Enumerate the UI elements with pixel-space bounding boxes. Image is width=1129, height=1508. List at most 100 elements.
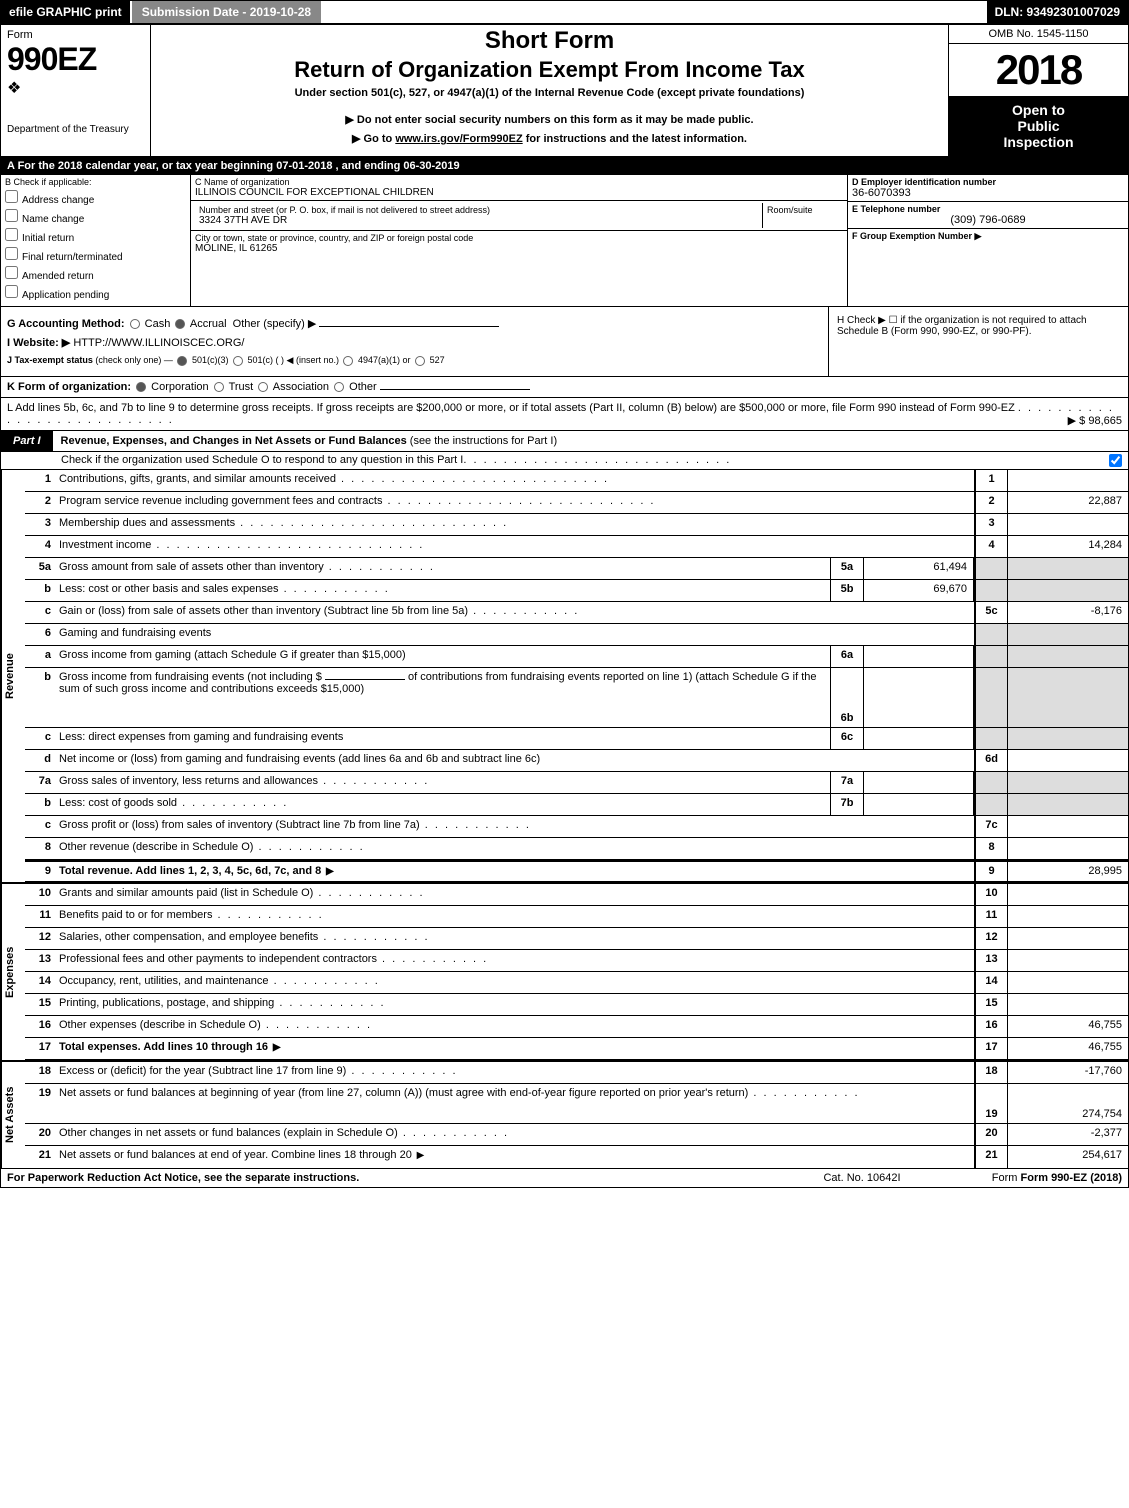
line-15: 15 Printing, publications, postage, and … xyxy=(25,994,1128,1016)
checkbox-icon[interactable] xyxy=(5,247,18,260)
line-desc: Total revenue. Add lines 1, 2, 3, 4, 5c,… xyxy=(55,862,974,881)
line-rnum-shade xyxy=(974,794,1008,815)
line-desc: Benefits paid to or for members xyxy=(55,906,974,927)
a-mid: , and ending xyxy=(332,160,403,172)
line-rval: -2,377 xyxy=(1008,1124,1128,1145)
telephone-label: E Telephone number xyxy=(852,204,1124,214)
line-desc: Grants and similar amounts paid (list in… xyxy=(55,884,974,905)
g-other-input[interactable] xyxy=(319,326,499,327)
radio-icon[interactable] xyxy=(136,382,146,392)
line-rval-shade xyxy=(1008,772,1128,793)
line-desc: Gross income from fundraising events (no… xyxy=(55,668,830,727)
line-num: 2 xyxy=(25,492,55,513)
line-rnum: 18 xyxy=(974,1062,1008,1083)
radio-icon[interactable] xyxy=(177,356,187,366)
line-rval xyxy=(1008,906,1128,927)
g-accrual: Accrual xyxy=(190,318,227,330)
line-rval-shade xyxy=(1008,794,1128,815)
checkbox-icon[interactable] xyxy=(5,209,18,222)
line-rnum: 20 xyxy=(974,1124,1008,1145)
line-rval-shade xyxy=(1008,668,1128,727)
k-other-input[interactable] xyxy=(380,389,530,390)
irs-link[interactable]: www.irs.gov/Form990EZ xyxy=(395,133,522,145)
part1-check-line: Check if the organization used Schedule … xyxy=(1,452,1128,470)
cb-amended-return[interactable]: Amended return xyxy=(5,266,186,282)
radio-icon[interactable] xyxy=(233,356,243,366)
cb-initial-return[interactable]: Initial return xyxy=(5,228,186,244)
part1-check-text: Check if the organization used Schedule … xyxy=(61,454,463,467)
line-desc: Contributions, gifts, grants, and simila… xyxy=(55,470,974,491)
line-desc: Gross sales of inventory, less returns a… xyxy=(55,772,830,793)
line-num: 11 xyxy=(25,906,55,927)
telephone-value: (309) 796-0689 xyxy=(852,214,1124,226)
netassets-rows: 18 Excess or (deficit) for the year (Sub… xyxy=(25,1062,1128,1168)
ein-label: D Employer identification number xyxy=(852,177,1124,187)
g-label: G Accounting Method: xyxy=(7,318,125,330)
radio-icon[interactable] xyxy=(415,356,425,366)
line-rval-shade xyxy=(1008,580,1128,601)
de-column: D Employer identification number 36-6070… xyxy=(848,175,1128,306)
tax-year: 2018 xyxy=(949,44,1128,96)
expenses-section: Expenses 10 Grants and similar amounts p… xyxy=(1,882,1128,1060)
radio-icon[interactable] xyxy=(214,382,224,392)
h-text: H Check ▶ ☐ if the organization is not r… xyxy=(837,315,1087,337)
line-desc: Less: direct expenses from gaming and fu… xyxy=(55,728,830,749)
topbar-spacer xyxy=(321,1,986,23)
inner-num: 7a xyxy=(830,772,864,793)
i-website: I Website: ▶ HTTP://WWW.ILLINOISCEC.ORG/ xyxy=(7,336,822,349)
cb-name-change[interactable]: Name change xyxy=(5,209,186,225)
line-rnum-shade xyxy=(974,646,1008,667)
line-rval-shade xyxy=(1008,728,1128,749)
j-sub: (check only one) — xyxy=(95,355,173,365)
line-7a: 7a Gross sales of inventory, less return… xyxy=(25,772,1128,794)
g-other: Other (specify) ▶ xyxy=(233,318,317,330)
header-mid: Short Form Return of Organization Exempt… xyxy=(151,25,948,156)
line-num: 15 xyxy=(25,994,55,1015)
line-rval-shade xyxy=(1008,624,1128,645)
website-value: HTTP://WWW.ILLINOISCEC.ORG/ xyxy=(73,337,244,349)
cb-final-return[interactable]: Final return/terminated xyxy=(5,247,186,263)
line-rval xyxy=(1008,884,1128,905)
h-block: H Check ▶ ☐ if the organization is not r… xyxy=(828,307,1128,376)
radio-icon[interactable] xyxy=(258,382,268,392)
line-rval: 46,755 xyxy=(1008,1016,1128,1037)
j-501c3: 501(c)(3) xyxy=(192,355,229,365)
footer-left: For Paperwork Reduction Act Notice, see … xyxy=(7,1172,762,1184)
cb-application-pending[interactable]: Application pending xyxy=(5,285,186,301)
line-6c: c Less: direct expenses from gaming and … xyxy=(25,728,1128,750)
line-num: b xyxy=(25,580,55,601)
short-form-title: Short Form xyxy=(157,27,942,55)
radio-icon[interactable] xyxy=(175,319,185,329)
line-desc: Salaries, other compensation, and employ… xyxy=(55,928,974,949)
l6b-blank[interactable] xyxy=(325,679,405,680)
checkbox-icon[interactable] xyxy=(5,228,18,241)
checkbox-icon[interactable] xyxy=(5,266,18,279)
checkbox-icon[interactable] xyxy=(5,190,18,203)
line-rval xyxy=(1008,928,1128,949)
telephone-cell: E Telephone number (309) 796-0689 xyxy=(848,202,1128,229)
line-13: 13 Professional fees and other payments … xyxy=(25,950,1128,972)
i-label: I Website: ▶ xyxy=(7,337,70,349)
radio-icon[interactable] xyxy=(334,382,344,392)
line-num: 20 xyxy=(25,1124,55,1145)
city-value: MOLINE, IL 61265 xyxy=(195,243,843,254)
omb-number: OMB No. 1545-1150 xyxy=(949,25,1128,44)
line-desc: Gaming and fundraising events xyxy=(55,624,974,645)
inner-val xyxy=(864,772,974,793)
radio-icon[interactable] xyxy=(130,319,140,329)
j-501c: 501(c) ( ) ◀ (insert no.) xyxy=(248,355,339,365)
line-desc: Program service revenue including govern… xyxy=(55,492,974,513)
inner-num: 6a xyxy=(830,646,864,667)
line-desc: Gross income from gaming (attach Schedul… xyxy=(55,646,830,667)
efile-print-label[interactable]: efile GRAPHIC print xyxy=(1,1,130,23)
line-rval: 274,754 xyxy=(1008,1084,1128,1123)
part1-title: Revenue, Expenses, and Changes in Net As… xyxy=(53,431,566,451)
line-rval: -17,760 xyxy=(1008,1062,1128,1083)
inner-val xyxy=(864,646,974,667)
line-num: 18 xyxy=(25,1062,55,1083)
cb-address-change[interactable]: Address change xyxy=(5,190,186,206)
checkbox-icon[interactable] xyxy=(5,285,18,298)
part1-checkbox[interactable] xyxy=(1109,454,1122,467)
radio-icon[interactable] xyxy=(343,356,353,366)
line-num: 13 xyxy=(25,950,55,971)
